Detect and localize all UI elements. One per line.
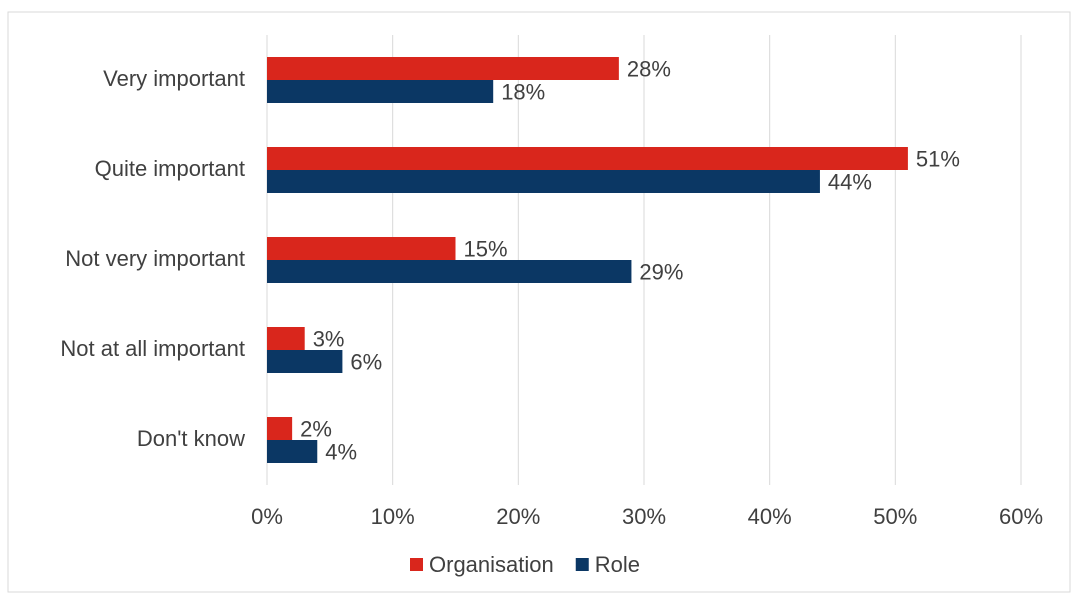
y-tick-label: Quite important bbox=[95, 156, 245, 181]
y-tick-label: Not very important bbox=[65, 246, 245, 271]
bar bbox=[267, 57, 619, 80]
x-tick-label: 60% bbox=[999, 504, 1043, 529]
data-label: 15% bbox=[464, 236, 508, 261]
y-tick-label: Not at all important bbox=[60, 336, 245, 361]
data-label: 44% bbox=[828, 169, 872, 194]
x-tick-label: 50% bbox=[873, 504, 917, 529]
y-tick-label: Don't know bbox=[137, 426, 245, 451]
bar bbox=[267, 440, 318, 463]
legend-label: Organisation bbox=[429, 552, 554, 577]
chart-frame bbox=[7, 11, 1071, 593]
y-tick-label: Very important bbox=[103, 66, 245, 91]
data-label: 51% bbox=[916, 146, 960, 171]
bar bbox=[267, 350, 343, 373]
x-tick-label: 10% bbox=[371, 504, 415, 529]
data-label: 3% bbox=[313, 326, 345, 351]
data-label: 28% bbox=[627, 56, 671, 81]
x-tick-label: 40% bbox=[748, 504, 792, 529]
data-label: 4% bbox=[325, 439, 357, 464]
data-label: 6% bbox=[350, 349, 382, 374]
data-label: 2% bbox=[300, 416, 332, 441]
x-tick-label: 0% bbox=[251, 504, 283, 529]
x-tick-label: 30% bbox=[622, 504, 666, 529]
legend-swatch bbox=[575, 558, 589, 571]
bar bbox=[267, 170, 820, 193]
x-tick-label: 20% bbox=[496, 504, 540, 529]
bar bbox=[267, 237, 456, 260]
legend-swatch bbox=[410, 558, 423, 571]
bar bbox=[267, 147, 908, 170]
bar bbox=[267, 327, 305, 350]
data-label: 29% bbox=[639, 259, 683, 284]
bar bbox=[267, 417, 293, 440]
legend-label: Role bbox=[595, 552, 640, 577]
bar bbox=[267, 260, 632, 283]
data-label: 18% bbox=[501, 79, 545, 104]
bar bbox=[267, 80, 494, 103]
